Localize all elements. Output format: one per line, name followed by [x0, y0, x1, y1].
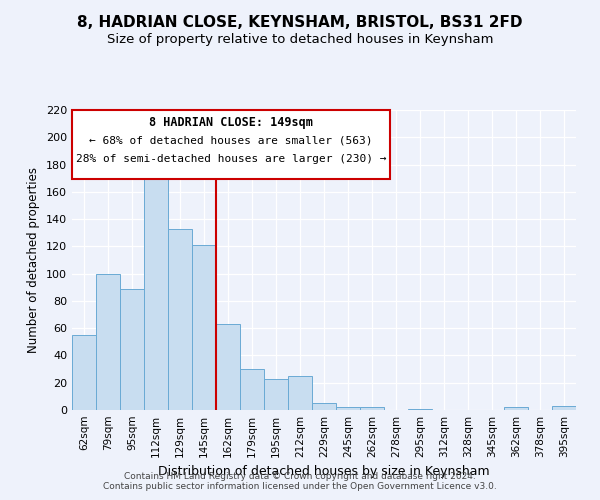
FancyBboxPatch shape: [72, 110, 389, 179]
Text: Contains HM Land Registry data © Crown copyright and database right 2024.: Contains HM Land Registry data © Crown c…: [124, 472, 476, 481]
Bar: [264, 378, 288, 410]
Text: ← 68% of detached houses are smaller (563): ← 68% of detached houses are smaller (56…: [89, 136, 373, 145]
Bar: [168, 228, 192, 410]
Bar: [192, 245, 216, 410]
Text: 8, HADRIAN CLOSE, KEYNSHAM, BRISTOL, BS31 2FD: 8, HADRIAN CLOSE, KEYNSHAM, BRISTOL, BS3…: [77, 15, 523, 30]
X-axis label: Distribution of detached houses by size in Keynsham: Distribution of detached houses by size …: [158, 466, 490, 478]
Bar: [552, 406, 576, 410]
Bar: [312, 403, 336, 410]
Text: 28% of semi-detached houses are larger (230) →: 28% of semi-detached houses are larger (…: [76, 154, 386, 164]
Bar: [144, 172, 168, 410]
Bar: [288, 376, 312, 410]
Text: Size of property relative to detached houses in Keynsham: Size of property relative to detached ho…: [107, 32, 493, 46]
Bar: [96, 274, 120, 410]
Bar: [240, 369, 264, 410]
Bar: [216, 324, 240, 410]
Bar: [120, 288, 144, 410]
Text: 8 HADRIAN CLOSE: 149sqm: 8 HADRIAN CLOSE: 149sqm: [149, 116, 313, 129]
Text: Contains public sector information licensed under the Open Government Licence v3: Contains public sector information licen…: [103, 482, 497, 491]
Bar: [72, 335, 96, 410]
Bar: [504, 408, 528, 410]
Bar: [408, 408, 432, 410]
Y-axis label: Number of detached properties: Number of detached properties: [28, 167, 40, 353]
Bar: [360, 408, 384, 410]
Bar: [336, 408, 360, 410]
